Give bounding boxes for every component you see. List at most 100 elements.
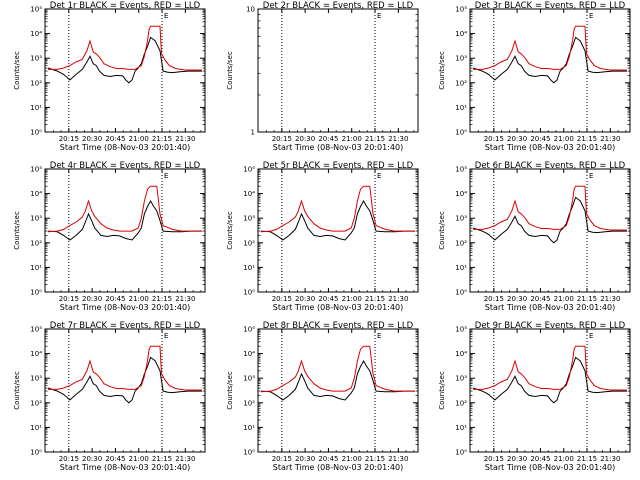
chart-panel-4: Det 4r BLACK = Events, RED = LLD 10⁰ 10¹ 10…: [13, 161, 206, 312]
x-tick-label: 21:00: [129, 295, 149, 303]
plot-frame: [469, 8, 631, 133]
y-tick-label: 10²: [455, 399, 467, 407]
series-line-lld: [261, 185, 415, 233]
x-tick-label: 20:15: [59, 295, 79, 303]
x-tick-label: 21:15: [577, 135, 597, 143]
y-tick-label: 10⁴: [243, 190, 255, 198]
x-tick-label: 20:45: [530, 455, 550, 463]
series-line-events: [472, 356, 627, 404]
series-line-events: [47, 36, 202, 84]
y-tick-label: 10¹: [30, 264, 42, 272]
x-tick-label: 20:30: [295, 295, 315, 303]
y-tick-label: 10⁵: [30, 326, 42, 334]
x-tick-label: 21:30: [388, 455, 408, 463]
x-tick-label: 20:15: [484, 295, 504, 303]
y-tick-label: 10³: [30, 375, 42, 383]
y-tick-label: 10⁰: [455, 129, 467, 137]
x-axis-label: Start Time (08-Nov-03 20:01:40): [485, 303, 615, 312]
x-tick-label: 20:30: [507, 295, 527, 303]
x-tick-label: 20:15: [272, 455, 292, 463]
y-axis-label: Counts/sec: [13, 51, 21, 90]
y-axis-label: Counts/sec: [13, 371, 21, 410]
chart-title: Det 3r BLACK = Events, RED = LLD: [475, 1, 626, 11]
chart-panel-3: Det 3r BLACK = Events, RED = LLD 10⁰ 10¹ 10…: [438, 1, 631, 152]
x-tick-label: 21:30: [388, 135, 408, 143]
x-tick-label: 21:15: [577, 295, 597, 303]
annotation-marker: E: [164, 332, 168, 340]
y-tick-label: 10⁵: [243, 166, 255, 174]
x-tick-label: 20:45: [105, 455, 125, 463]
x-axis-label: Start Time (08-Nov-03 20:01:40): [273, 143, 403, 152]
y-tick-label: 10⁰: [455, 289, 467, 297]
x-tick-label: 21:00: [342, 135, 362, 143]
x-tick-label: 21:00: [554, 455, 574, 463]
annotation-marker: E: [589, 172, 593, 180]
x-tick-label: 21:15: [365, 135, 385, 143]
x-tick-label: 20:15: [272, 135, 292, 143]
y-axis-label: Counts/sec: [226, 371, 234, 410]
series-line-events: [48, 199, 202, 241]
series-line-lld: [48, 345, 202, 391]
y-tick-label: 10²: [30, 79, 42, 87]
x-tick-label: 20:30: [295, 455, 315, 463]
chart-panel-8: Det 8r BLACK = Events, RED = LLD 10⁰ 10¹ 10…: [226, 321, 419, 472]
annotation-marker: E: [164, 172, 168, 180]
annotation-marker: E: [377, 172, 381, 180]
y-tick-label: 10³: [455, 55, 467, 63]
y-tick-label: 10²: [455, 79, 467, 87]
y-axis-label: Counts/sec: [226, 51, 234, 90]
y-tick-label: 10³: [243, 215, 255, 223]
x-tick-label: 21:15: [365, 455, 385, 463]
chart-title: Det 7r BLACK = Events, RED = LLD: [50, 321, 201, 331]
y-tick-label: 10¹: [455, 424, 467, 432]
x-tick-label: 20:30: [295, 135, 315, 143]
x-tick-label: 21:15: [152, 455, 172, 463]
y-tick-label: 10³: [455, 375, 467, 383]
y-tick-label: 10¹: [455, 104, 467, 112]
y-tick-label: 10¹: [30, 424, 42, 432]
y-tick-label: 10³: [243, 375, 255, 383]
x-axis-label: Start Time (08-Nov-03 20:01:40): [485, 463, 615, 472]
x-tick-label: 20:30: [507, 455, 527, 463]
x-tick-label: 21:00: [342, 295, 362, 303]
series-line-lld: [48, 185, 202, 233]
y-tick-label: 10⁴: [243, 350, 255, 358]
series-line-events: [472, 36, 627, 84]
x-tick-label: 20:15: [59, 455, 79, 463]
chart-title: Det 6r BLACK = Events, RED = LLD: [475, 161, 626, 171]
y-tick-label: 10³: [30, 55, 42, 63]
plot-frame: [44, 328, 206, 453]
x-tick-label: 21:00: [554, 295, 574, 303]
y-tick-label: 10⁵: [243, 326, 255, 334]
series-line-lld: [48, 25, 202, 71]
x-tick-label: 21:30: [175, 295, 195, 303]
x-tick-label: 21:30: [600, 135, 620, 143]
y-axis-label: Counts/sec: [438, 371, 446, 410]
y-tick-label: 10⁵: [30, 166, 42, 174]
annotation-marker: E: [589, 332, 593, 340]
y-tick-label: 10²: [455, 239, 467, 247]
x-tick-label: 20:15: [59, 135, 79, 143]
y-tick-label: 10⁵: [30, 6, 42, 14]
y-tick-label: 1: [251, 129, 255, 137]
series-line-lld: [473, 185, 627, 231]
x-tick-label: 21:30: [600, 455, 620, 463]
x-tick-label: 20:45: [318, 295, 338, 303]
chart-panel-9: Det 9r BLACK = Events, RED = LLD 10⁰ 10¹ 10…: [438, 321, 631, 472]
x-axis-label: Start Time (08-Nov-03 20:01:40): [273, 303, 403, 312]
y-tick-label: 10⁰: [30, 129, 42, 137]
y-axis-label: Counts/sec: [438, 211, 446, 250]
plot-frame: [257, 8, 419, 133]
y-tick-label: 10⁴: [30, 350, 42, 358]
x-tick-label: 21:15: [152, 295, 172, 303]
x-tick-label: 21:15: [365, 295, 385, 303]
y-tick-label: 10⁰: [30, 449, 42, 457]
x-tick-label: 20:45: [318, 455, 338, 463]
x-tick-label: 21:00: [554, 135, 574, 143]
y-tick-label: 10¹: [243, 424, 255, 432]
y-tick-label: 10²: [243, 399, 255, 407]
chart-panel-6: Det 6r BLACK = Events, RED = LLD 10⁰ 10¹ 10…: [438, 161, 631, 312]
x-tick-label: 21:30: [175, 135, 195, 143]
chart-title: Det 2r BLACK = Events, RED = LLD: [263, 1, 414, 11]
